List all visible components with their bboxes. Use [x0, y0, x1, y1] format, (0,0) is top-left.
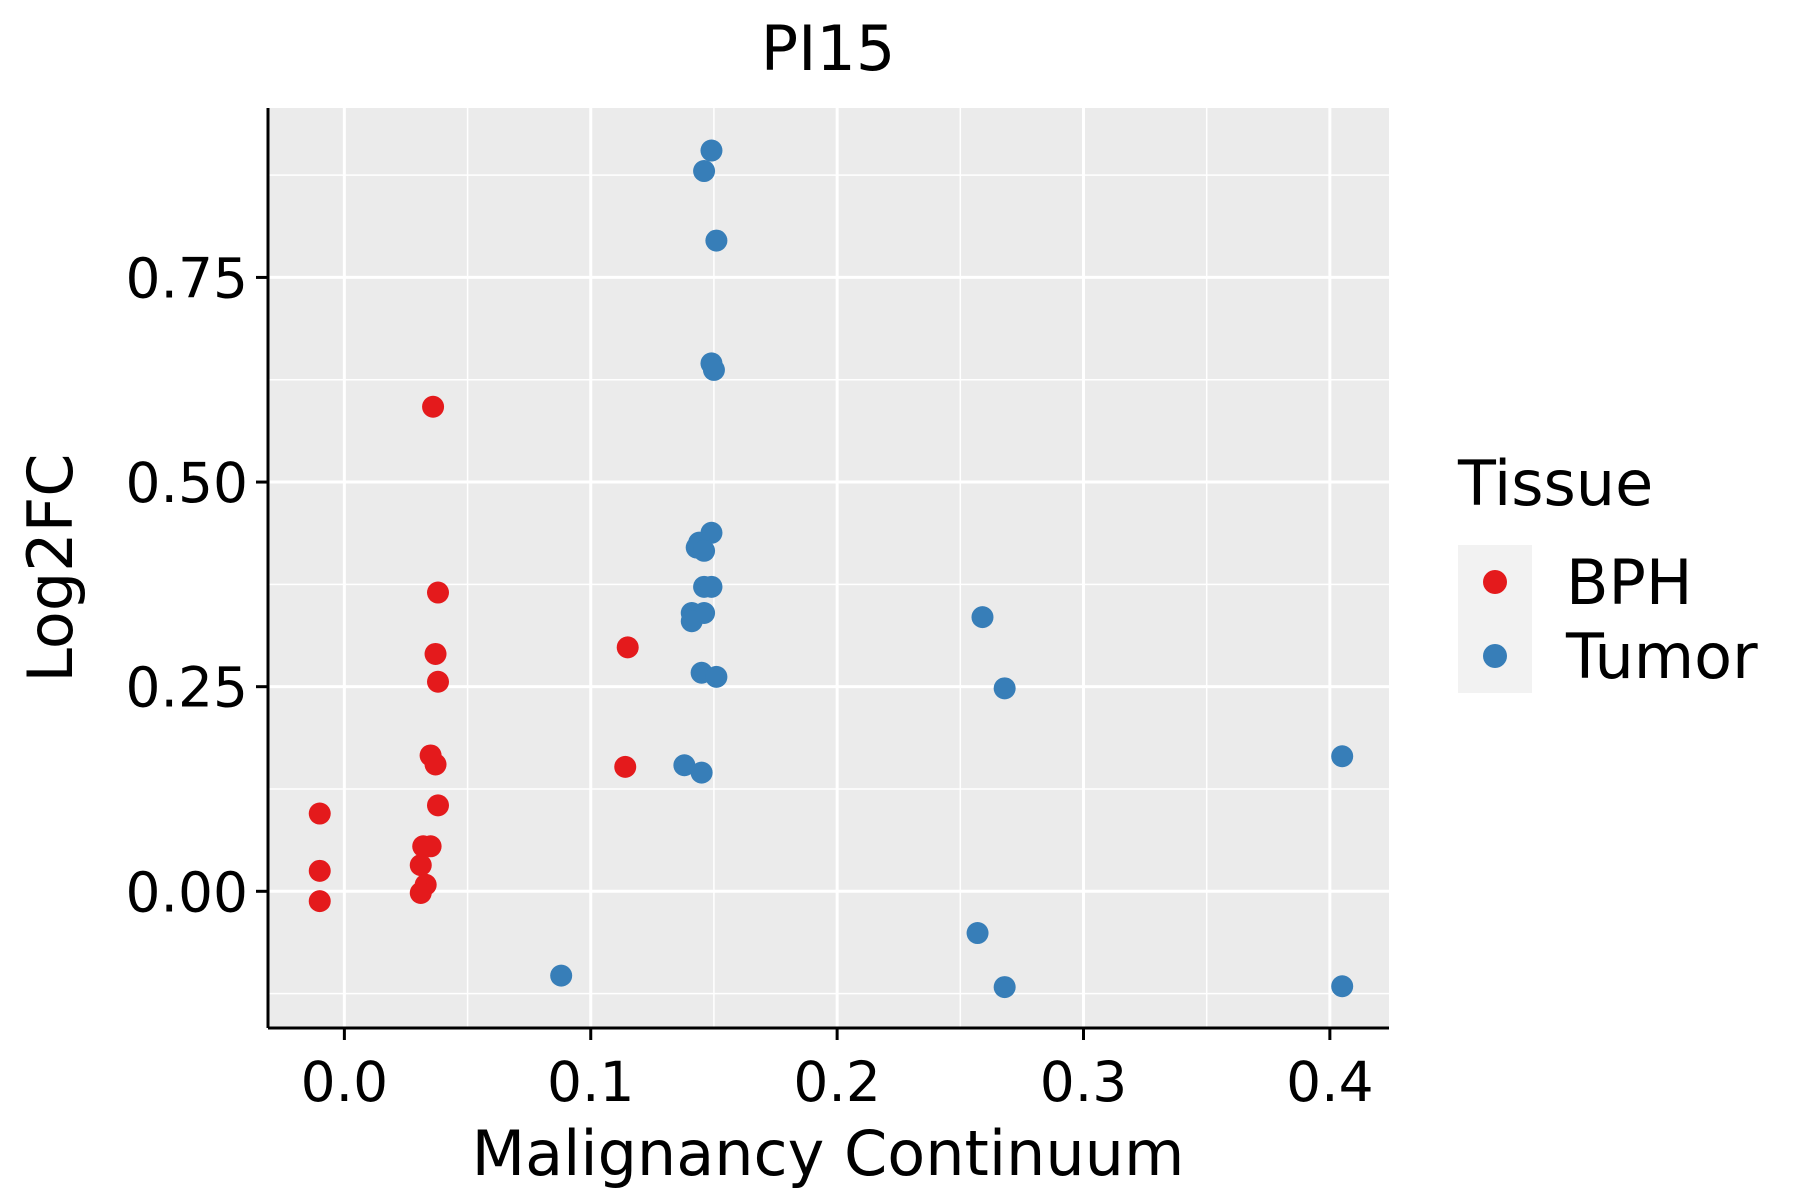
x-tick-label: 0.3	[1040, 1050, 1127, 1114]
data-point-bph	[426, 794, 449, 817]
legend-title: Tissue	[1457, 447, 1653, 520]
x-axis-title: Malignancy Continuum	[472, 1117, 1185, 1190]
data-point-tumor	[550, 964, 573, 987]
legend-label-tumor: Tumor	[1565, 620, 1758, 693]
data-point-bph	[422, 395, 445, 418]
plot-panel	[268, 108, 1389, 1028]
y-axis-ticks: 0.00 0.25 0.50 0.75	[126, 246, 268, 924]
x-axis-ticks: 0.0 0.1 0.2 0.3 0.4	[301, 1028, 1374, 1114]
data-point-tumor	[966, 922, 989, 945]
legend-key-bg	[1458, 545, 1532, 693]
y-tick-label: 0.75	[126, 246, 248, 310]
data-point-bph	[426, 581, 449, 604]
chart-title: PI15	[761, 12, 896, 85]
data-point-bph	[409, 854, 432, 877]
data-points	[308, 139, 1354, 999]
y-tick-label: 0.50	[126, 451, 248, 515]
data-point-bph	[424, 642, 447, 665]
data-point-bph	[426, 670, 449, 693]
legend-label-bph: BPH	[1566, 546, 1693, 619]
data-point-tumor	[1331, 745, 1354, 768]
data-point-bph	[616, 636, 639, 659]
data-point-tumor	[693, 539, 716, 562]
data-point-bph	[308, 859, 331, 882]
data-point-bph	[308, 802, 331, 825]
x-tick-label: 0.4	[1286, 1050, 1373, 1114]
data-point-tumor	[700, 139, 723, 162]
data-point-tumor	[693, 160, 716, 183]
data-point-bph	[308, 890, 331, 913]
data-point-tumor	[680, 610, 703, 633]
y-axis-title: Log2FC	[14, 453, 87, 682]
data-point-tumor	[993, 677, 1016, 700]
x-tick-label: 0.0	[301, 1050, 388, 1114]
data-point-bph	[419, 835, 442, 858]
x-tick-label: 0.2	[793, 1050, 880, 1114]
data-point-tumor	[993, 976, 1016, 999]
y-tick-label: 0.00	[126, 860, 248, 924]
data-point-tumor	[705, 229, 728, 252]
data-point-tumor	[690, 761, 713, 784]
data-point-tumor	[971, 606, 994, 629]
legend-key-bph	[1483, 570, 1507, 594]
x-tick-label: 0.1	[547, 1050, 634, 1114]
minor-grid	[268, 108, 1389, 1028]
data-point-tumor	[700, 575, 723, 598]
data-point-tumor	[673, 754, 696, 777]
data-point-tumor	[705, 665, 728, 688]
major-grid	[268, 108, 1389, 1028]
data-point-tumor	[702, 358, 725, 381]
data-point-bph	[614, 755, 637, 778]
y-tick-label: 0.25	[126, 656, 248, 720]
data-point-tumor	[1331, 975, 1354, 998]
data-point-bph	[424, 753, 447, 776]
data-point-bph	[409, 881, 432, 904]
legend: Tissue BPH Tumor	[1457, 447, 1758, 693]
legend-key-tumor	[1483, 644, 1507, 668]
